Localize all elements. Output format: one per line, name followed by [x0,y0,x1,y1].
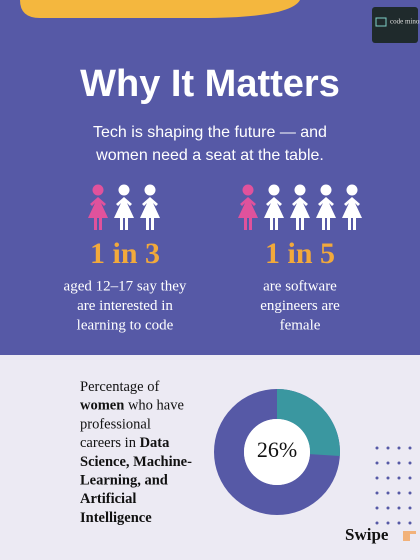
dot [375,461,379,465]
top-panel [0,0,420,355]
dot [397,491,401,495]
description-line: professional [80,417,151,433]
dot [375,491,379,495]
description-line: Percentage of [80,379,159,395]
stat-figure: 1 in 3 [90,237,160,270]
stat-description: female [280,317,321,333]
description-line: women who have [80,398,184,414]
title: Why It Matters [80,63,340,105]
dot [408,491,412,495]
text-run: Learning, and [80,473,168,489]
swipe: Swipe [345,525,389,544]
dot [375,446,379,450]
dot [408,506,412,510]
text-run: Data [140,435,171,451]
subtitle: Tech is shaping the future — and [93,124,327,141]
text-run: women [80,398,124,414]
dot [408,461,412,465]
text-run: who have [124,398,184,414]
stat-description: engineers are [260,298,340,314]
description-line: Learning, and [80,473,168,489]
stat-description: learning to code [77,317,174,333]
text-run: Intelligence [80,510,152,526]
stat-description: are software [263,278,337,294]
dot [375,476,379,480]
logo-icon [375,17,387,27]
dot [386,446,390,450]
description-line: careers in Data [80,435,170,451]
dot [375,506,379,510]
swipe-hand [403,531,416,541]
subtitle: women need a seat at the table. [95,147,324,164]
dot [397,461,401,465]
dot [397,476,401,480]
description-line: Intelligence [80,510,152,526]
dot [386,491,390,495]
dot [386,506,390,510]
dot [375,521,379,525]
top-accent [20,0,300,18]
dot [408,476,412,480]
dot [408,446,412,450]
logo-text: code minor [390,18,420,26]
dot [386,521,390,525]
description-line: Science, Machine- [80,454,192,470]
dot [386,461,390,465]
dot [397,446,401,450]
dot-grid [375,446,412,525]
text-run: professional [80,417,151,433]
donut-hole [244,419,310,485]
dot [397,506,401,510]
dot [408,521,412,525]
logo-box [372,7,418,43]
dot [386,476,390,480]
text-run: Artificial [80,492,136,508]
stat-description: are interested in [77,298,173,314]
dot [397,521,401,525]
stat-description: aged 12–17 say they [64,278,187,294]
text-run: Science, Machine- [80,454,192,470]
stat-figure: 1 in 5 [265,237,335,270]
description-line: Artificial [80,492,136,508]
donut-label: 26% [257,437,297,462]
text-run: careers in [80,435,140,451]
text-run: Percentage of [80,379,159,395]
donut-segment [276,389,340,456]
